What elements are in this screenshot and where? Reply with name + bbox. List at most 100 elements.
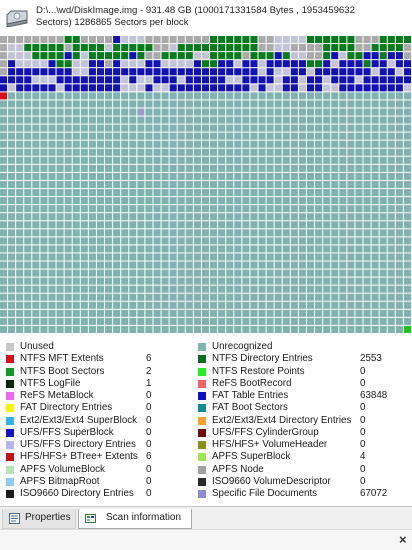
map-block[interactable] (88, 108, 96, 116)
map-block[interactable] (274, 197, 282, 205)
map-block[interactable] (193, 189, 201, 197)
map-block[interactable] (347, 140, 355, 148)
map-block[interactable] (371, 60, 379, 68)
map-block[interactable] (153, 76, 161, 84)
map-block[interactable] (105, 124, 113, 132)
map-block[interactable] (88, 132, 96, 140)
map-block[interactable] (193, 213, 201, 221)
map-block[interactable] (282, 197, 290, 205)
map-block[interactable] (113, 132, 121, 140)
map-block[interactable] (40, 245, 48, 253)
map-block[interactable] (24, 92, 32, 100)
map-block[interactable] (48, 36, 56, 44)
map-block[interactable] (306, 172, 315, 180)
map-block[interactable] (80, 116, 88, 124)
map-block[interactable] (16, 277, 24, 285)
map-block[interactable] (331, 164, 339, 172)
map-block[interactable] (363, 189, 371, 197)
map-block[interactable] (193, 245, 201, 253)
map-block[interactable] (105, 213, 113, 221)
map-block[interactable] (258, 36, 266, 44)
map-block[interactable] (129, 172, 137, 180)
map-block[interactable] (96, 132, 105, 140)
map-block[interactable] (403, 197, 411, 205)
map-block[interactable] (185, 132, 193, 140)
map-block[interactable] (56, 293, 64, 301)
map-block[interactable] (32, 148, 40, 156)
map-block[interactable] (339, 301, 347, 309)
map-block[interactable] (129, 52, 137, 60)
map-block[interactable] (153, 285, 161, 293)
map-block[interactable] (96, 229, 105, 237)
map-block[interactable] (282, 164, 290, 172)
map-block[interactable] (16, 124, 24, 132)
map-block[interactable] (177, 197, 185, 205)
map-block[interactable] (234, 132, 242, 140)
map-block[interactable] (218, 317, 226, 325)
map-block[interactable] (379, 148, 387, 156)
map-block[interactable] (347, 293, 355, 301)
map-block[interactable] (210, 52, 218, 60)
map-block[interactable] (323, 309, 331, 317)
map-block[interactable] (48, 309, 56, 317)
map-block[interactable] (258, 180, 266, 189)
map-block[interactable] (24, 253, 32, 261)
map-block[interactable] (40, 100, 48, 108)
map-block[interactable] (379, 60, 387, 68)
map-block[interactable] (105, 84, 113, 92)
map-block[interactable] (234, 205, 242, 213)
map-block[interactable] (339, 293, 347, 301)
map-block[interactable] (201, 245, 210, 253)
map-block[interactable] (56, 124, 64, 132)
map-block[interactable] (64, 309, 72, 317)
map-block[interactable] (56, 140, 64, 148)
map-block[interactable] (0, 60, 8, 68)
map-block[interactable] (258, 148, 266, 156)
map-block[interactable] (379, 36, 387, 44)
map-block[interactable] (371, 253, 379, 261)
map-block[interactable] (315, 189, 323, 197)
map-block[interactable] (306, 325, 315, 333)
map-block[interactable] (266, 124, 274, 132)
map-block[interactable] (121, 309, 129, 317)
map-block[interactable] (266, 237, 274, 245)
map-block[interactable] (282, 148, 290, 156)
map-block[interactable] (282, 108, 290, 116)
map-block[interactable] (129, 116, 137, 124)
map-block[interactable] (355, 317, 363, 325)
map-block[interactable] (266, 148, 274, 156)
map-block[interactable] (218, 189, 226, 197)
map-block[interactable] (274, 229, 282, 237)
map-block[interactable] (56, 229, 64, 237)
map-block[interactable] (48, 132, 56, 140)
map-block[interactable] (379, 277, 387, 285)
map-block[interactable] (323, 148, 331, 156)
map-block[interactable] (331, 116, 339, 124)
map-block[interactable] (169, 293, 177, 301)
map-block[interactable] (96, 156, 105, 164)
map-block[interactable] (266, 92, 274, 100)
map-block[interactable] (24, 277, 32, 285)
map-block[interactable] (250, 180, 258, 189)
map-block[interactable] (193, 156, 201, 164)
map-block[interactable] (169, 116, 177, 124)
map-block[interactable] (210, 132, 218, 140)
map-block[interactable] (323, 180, 331, 189)
map-block[interactable] (113, 309, 121, 317)
map-block[interactable] (201, 44, 210, 52)
map-block[interactable] (161, 285, 169, 293)
map-block[interactable] (193, 237, 201, 245)
map-block[interactable] (323, 132, 331, 140)
map-block[interactable] (274, 309, 282, 317)
map-block[interactable] (379, 92, 387, 100)
map-block[interactable] (24, 36, 32, 44)
map-block[interactable] (363, 156, 371, 164)
map-block[interactable] (88, 197, 96, 205)
map-block[interactable] (210, 213, 218, 221)
map-block[interactable] (306, 164, 315, 172)
map-block[interactable] (363, 229, 371, 237)
map-block[interactable] (347, 108, 355, 116)
map-block[interactable] (234, 221, 242, 229)
map-block[interactable] (105, 108, 113, 116)
map-block[interactable] (226, 92, 234, 100)
